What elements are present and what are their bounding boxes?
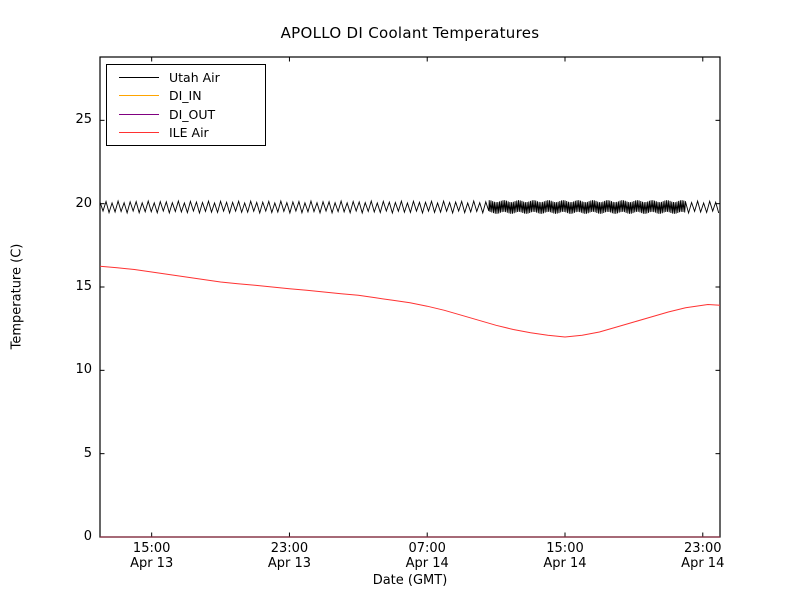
legend-line-DI_IN	[119, 95, 159, 97]
y-tick-label: 10	[75, 362, 92, 378]
x-tick-label: 15:00 Apr 13	[130, 541, 174, 571]
series-ILE Air	[99, 265, 721, 338]
series-Utah Air	[99, 199, 720, 215]
legend-line-ILE Air	[119, 132, 159, 134]
legend-entry: Utah Air	[107, 69, 265, 86]
x-axis-label: Date (GMT)	[372, 573, 448, 588]
y-tick-label: 20	[75, 195, 92, 211]
chart-title: APOLLO DI Coolant Temperatures	[280, 24, 540, 42]
legend-label: ILE Air	[169, 125, 209, 141]
y-tick-label: 0	[83, 529, 92, 544]
y-tick-label: 15	[75, 279, 92, 294]
legend-line-Utah Air	[119, 76, 159, 78]
legend-entry: ILE Air	[107, 124, 265, 141]
y-axis-label: Temperature (C)	[9, 243, 25, 350]
x-tick-label: 15:00 Apr 14	[543, 541, 587, 571]
x-tick-label: 07:00 Apr 14	[405, 541, 449, 571]
y-tick-label: 25	[75, 112, 92, 128]
y-tick-label: 5	[83, 445, 92, 461]
legend-label: DI_IN	[169, 88, 202, 104]
legend-entry: DI_OUT	[107, 106, 265, 123]
x-tick-label: 23:00 Apr 14	[681, 541, 725, 571]
legend: Utah Air DI_IN DI_OUT ILE Air	[106, 64, 266, 146]
legend-entry: DI_IN	[107, 87, 265, 104]
legend-label: Utah Air	[169, 69, 220, 85]
legend-label: DI_OUT	[169, 106, 216, 122]
legend-line-DI_OUT	[119, 113, 159, 115]
x-tick-label: 23:00 Apr 13	[267, 541, 312, 571]
